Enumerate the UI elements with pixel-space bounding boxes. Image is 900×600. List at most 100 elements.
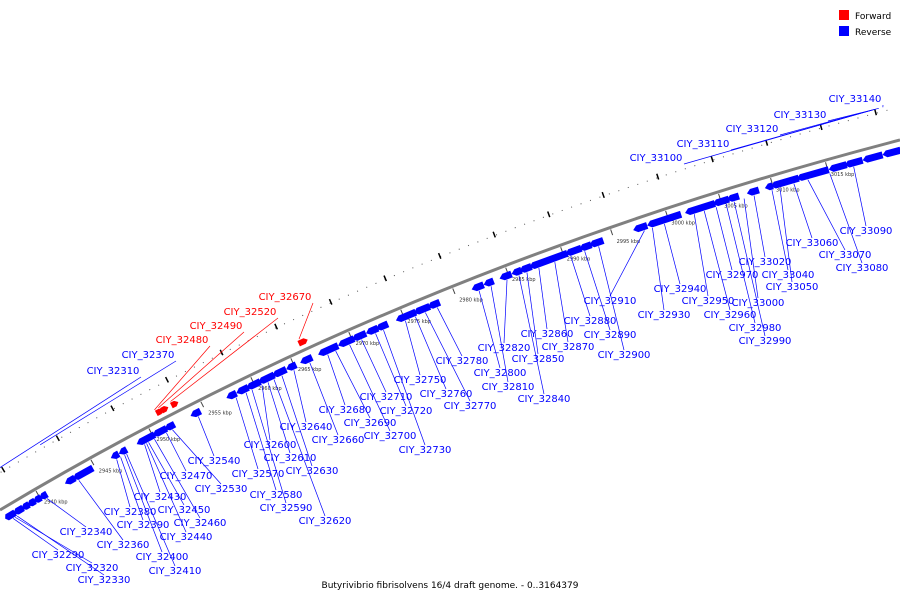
leader-line <box>375 333 407 407</box>
leader-line <box>349 344 391 432</box>
leader-line <box>664 223 681 285</box>
reverse-gene-block <box>413 303 432 315</box>
gene-label: CIY_32750 <box>394 375 447 386</box>
leader-line <box>235 397 259 470</box>
leader-line <box>46 498 87 528</box>
reverse-gene-block <box>844 156 864 168</box>
tick-label: 3005 kbp <box>724 203 748 209</box>
gene-label: CIY_32670 <box>259 292 312 303</box>
reverse-gene-block <box>338 335 356 348</box>
leader-line <box>693 214 709 297</box>
gene-label: CIY_32320 <box>66 563 119 574</box>
legend: Forward Reverse <box>839 10 892 38</box>
reverse-gene-block <box>764 182 774 191</box>
tick-mark <box>200 401 205 408</box>
leader-line <box>0 376 142 469</box>
reverse-gene-block <box>565 244 583 256</box>
gene-label: CIY_33070 <box>819 250 872 261</box>
gene-label: CIY_32730 <box>399 445 452 456</box>
legend-reverse-label: Reverse <box>855 28 892 38</box>
leader-line <box>405 320 421 376</box>
gene-label: CIY_32930 <box>638 310 691 321</box>
genome-backbone <box>0 138 900 512</box>
tick-label: 2995 kbp <box>617 239 641 245</box>
gene-label: CIY_32890 <box>584 330 637 341</box>
gene-label: CIY_32540 <box>188 456 241 467</box>
reverse-gene-block <box>579 241 593 251</box>
tick-label: 3010 kbp <box>776 188 800 194</box>
gene-label: CIY_32590 <box>260 503 313 514</box>
outer-tick <box>328 298 333 305</box>
reverse-gene-block <box>471 281 485 292</box>
reverse-gene-block <box>136 431 157 446</box>
leader-line <box>853 166 867 227</box>
gene-label: CIY_33100 <box>630 153 683 164</box>
gene-label: CIY_32520 <box>224 307 277 318</box>
tick-label: 2975 kbp <box>407 319 431 325</box>
leader-line <box>293 370 307 423</box>
leader-line <box>779 187 793 283</box>
tick-label: 2950 kbp <box>157 437 181 443</box>
leader-line <box>779 109 875 136</box>
gene-label: CIY_33140 <box>829 94 882 105</box>
outer-tick <box>219 349 224 356</box>
reverse-gene-block <box>152 425 169 437</box>
gene-label: CIY_32820 <box>478 343 531 354</box>
leader-line <box>154 438 201 519</box>
reverse-gene-block <box>633 222 649 233</box>
outer-tick <box>601 191 605 199</box>
reverse-gene-track <box>5 146 900 521</box>
tick-mark <box>452 288 456 295</box>
reverse-gene-block <box>726 192 740 202</box>
tick-mark <box>610 229 614 236</box>
reverse-gene-block <box>589 237 605 248</box>
leader-line <box>309 362 339 436</box>
legend-forward-label: Forward <box>855 12 891 22</box>
legend-reverse-swatch <box>839 26 849 36</box>
gene-label: CIY_32440 <box>160 532 213 543</box>
leader-line <box>829 173 863 264</box>
gene-label: CIY_32760 <box>420 389 473 400</box>
leader-line <box>261 385 271 441</box>
outer-tick <box>656 173 660 180</box>
leader-line <box>14 516 93 564</box>
gene-label: CIY_32470 <box>160 471 213 482</box>
outer-tick <box>110 405 115 412</box>
gene-label: CIY_32610 <box>264 453 317 464</box>
outer-tick <box>383 275 388 282</box>
leader-line <box>518 275 545 395</box>
tick-label: 2955 kbp <box>208 411 232 417</box>
leader-line <box>170 317 279 402</box>
gene-label: CIY_32900 <box>598 350 651 361</box>
gene-label: CIY_32580 <box>250 490 303 501</box>
reverse-gene-block <box>272 366 288 378</box>
reverse-gene-block <box>882 146 900 158</box>
leader-line <box>526 272 539 355</box>
outer-tick <box>1 466 6 473</box>
leader-line <box>124 454 163 553</box>
gene-label: CIY_32870 <box>542 342 595 353</box>
gene-label: CIY_32690 <box>344 418 397 429</box>
outer-dotted-track <box>0 108 893 474</box>
leader-line <box>197 416 215 457</box>
tick-label: 2980 kbp <box>459 298 483 304</box>
leader-line <box>703 210 731 311</box>
gene-label: CIY_32290 <box>32 550 85 561</box>
leader-line <box>584 251 611 331</box>
tick-label: 3000 kbp <box>671 220 695 226</box>
reverse-gene-block <box>236 384 250 395</box>
reverse-gene-block <box>499 270 513 281</box>
gene-label: CIY_32680 <box>319 405 372 416</box>
tick-label: 3015 kbp <box>831 172 855 178</box>
reverse-gene-block <box>118 446 129 455</box>
gene-label: CIY_33060 <box>786 238 839 249</box>
leader-line <box>120 457 144 521</box>
reverse-gene-block <box>685 200 717 215</box>
tick-label: 2940 kbp <box>44 499 68 505</box>
reverse-gene-block <box>72 464 95 480</box>
gene-label: CIY_33130 <box>774 110 827 121</box>
gene-label: CIY_32480 <box>156 335 209 346</box>
gene-label: CIY_32970 <box>706 270 759 281</box>
gene-label: CIY_32850 <box>512 354 565 365</box>
